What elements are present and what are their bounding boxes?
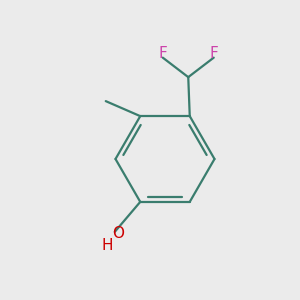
Text: H: H xyxy=(101,238,113,253)
Text: O: O xyxy=(112,226,124,241)
Text: F: F xyxy=(209,46,218,61)
Text: F: F xyxy=(158,46,167,61)
